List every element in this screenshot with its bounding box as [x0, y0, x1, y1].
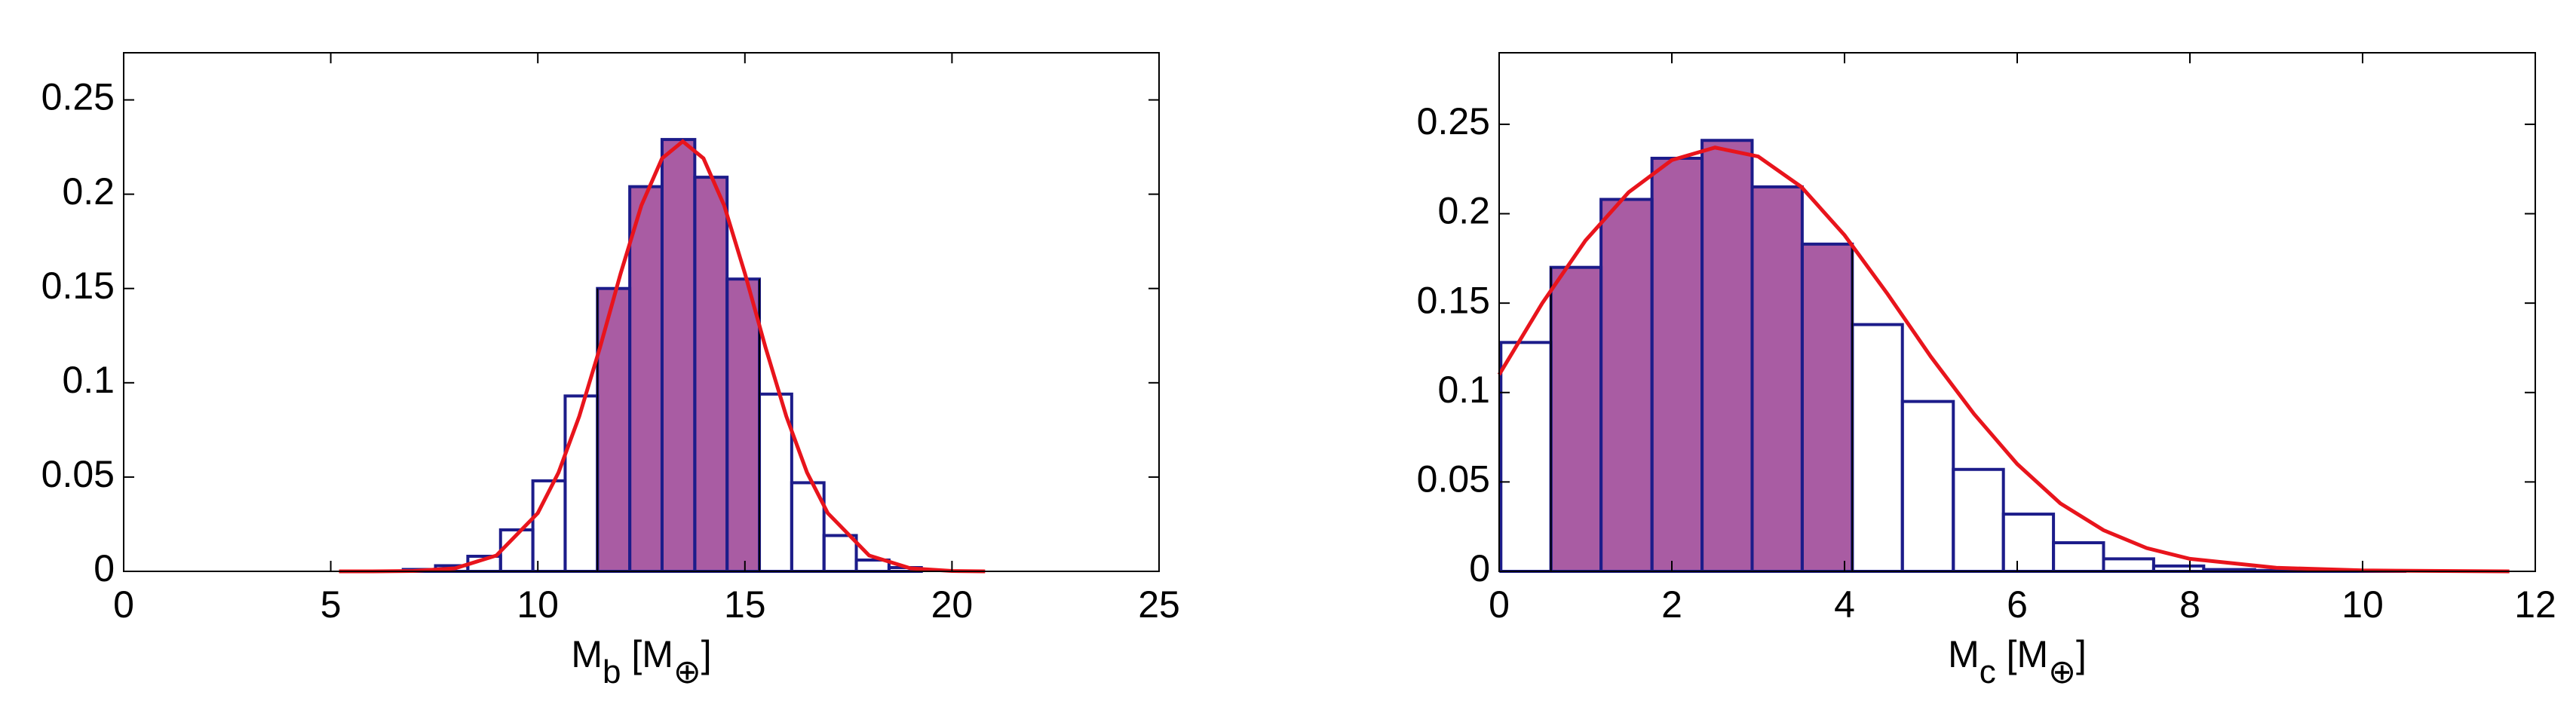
shaded-bar: [1601, 199, 1652, 571]
x-label-part: ⊕: [2048, 654, 2076, 690]
y-tick-label: 0.25: [1417, 100, 1490, 142]
x-label-part: ⊕: [673, 654, 701, 690]
fit-curve: [339, 139, 986, 574]
y-tick-label: 0.25: [41, 76, 115, 118]
shaded-bar: [1702, 140, 1753, 571]
histogram-bar: [1952, 467, 2005, 573]
histogram-bar: [1900, 399, 1955, 573]
histogram-bar: [2151, 564, 2206, 573]
histogram-panel: 0 5 10 15 20 25 0 0.05 0.1 0.15 0.2 0.25 Mb [M⊕]: [41, 52, 1180, 690]
x-tick-label: 5: [320, 583, 342, 626]
histogram-bar: [563, 394, 600, 574]
x-tick-label: 20: [931, 583, 974, 626]
x-tick-label: 0: [1489, 583, 1510, 626]
shaded-bar: [630, 186, 662, 571]
histogram-bar: [2102, 557, 2155, 574]
y-tick-label: 0: [94, 547, 115, 589]
shaded-bar: [695, 177, 728, 571]
shaded-bar: [1651, 158, 1703, 571]
shaded-bar: [727, 279, 760, 571]
y-tick-label: 0.1: [62, 359, 115, 401]
x-label-part: [M: [1996, 633, 2048, 675]
x-label-part: b: [603, 654, 621, 690]
histogram-bar: [822, 534, 858, 573]
histogram-bar: [2001, 513, 2056, 574]
y-tick-label: 0.15: [1417, 279, 1490, 321]
x-tick-label: 0: [113, 583, 134, 626]
fit-curve: [1497, 145, 2510, 574]
y-tick-label: 0.2: [62, 170, 115, 213]
axis-box: [123, 52, 1160, 572]
x-tick-label: 4: [1834, 583, 1855, 626]
y-tick-label: 0.05: [41, 453, 115, 495]
y-tick-label: 0.1: [1437, 369, 1490, 411]
histogram-bar: [1499, 341, 1553, 573]
x-tick-label: 6: [2007, 583, 2028, 626]
x-label-part: M: [571, 633, 603, 675]
x-label-part: ]: [2076, 633, 2087, 675]
shaded-bar: [597, 288, 630, 571]
x-label-part: M: [1948, 633, 1980, 675]
x-tick-label: 25: [1138, 583, 1180, 626]
shaded-bar: [1802, 243, 1853, 571]
x-label-part: [M: [621, 633, 673, 675]
shaded-bar: [1752, 186, 1802, 571]
shaded-bar: [1550, 267, 1602, 571]
x-label-part: c: [1980, 654, 1996, 690]
histogram-bar: [2052, 541, 2105, 574]
shaded-bar: [661, 139, 695, 572]
x-axis-label: Mb [M⊕]: [571, 633, 711, 690]
x-tick-label: 8: [2179, 583, 2200, 626]
x-tick-label: 10: [2341, 583, 2384, 626]
y-tick-label: 0.05: [1417, 458, 1490, 500]
x-tick-label: 12: [2514, 583, 2556, 626]
histogram-panel: 0 2 4 6 8 10 12 0 0.05 0.1 0.15 0.2 0.25 Mc [M⊕]: [1417, 52, 2556, 690]
x-label-part: ]: [701, 633, 712, 675]
x-axis-label: Mc [M⊕]: [1948, 633, 2087, 690]
histogram-bar: [1851, 323, 1904, 573]
y-tick-label: 0.15: [41, 265, 115, 307]
y-tick-label: 0: [1469, 547, 1490, 589]
x-tick-label: 10: [517, 583, 559, 626]
y-tick-label: 0.2: [1437, 190, 1490, 232]
x-tick-label: 2: [1661, 583, 1682, 626]
x-tick-label: 15: [724, 583, 766, 626]
